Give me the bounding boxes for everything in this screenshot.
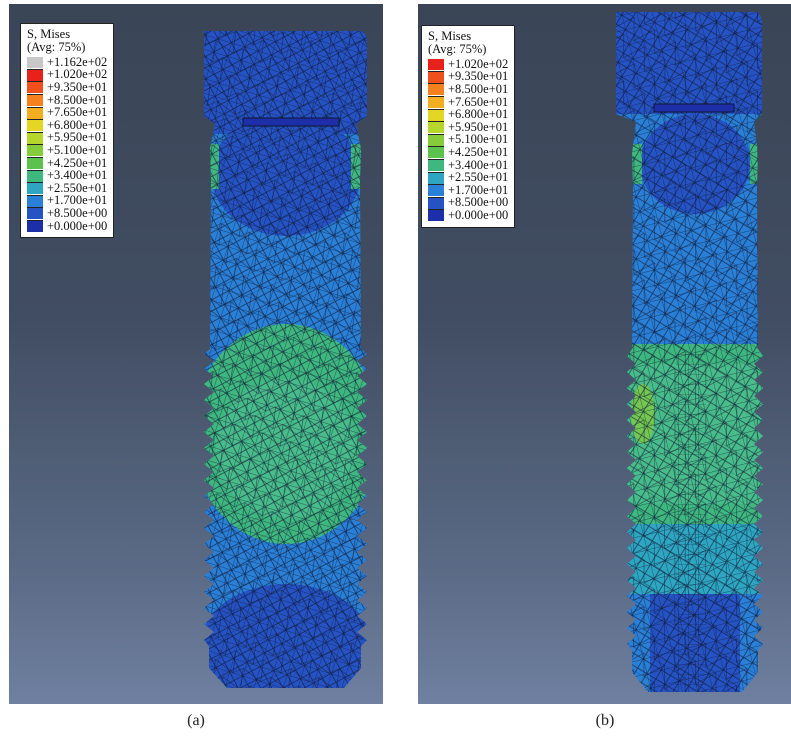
legend-value: +5.100e+01: [448, 132, 509, 147]
legend-b: S, Mises (Avg: 75%) +1.020e+02 +9.350e+01…: [421, 25, 516, 228]
legend-entry: +9.350e+01: [27, 79, 108, 94]
legend-entry: +1.700e+01: [27, 193, 108, 208]
legend-swatch: [27, 68, 43, 81]
legend-entry: +5.100e+01: [27, 142, 108, 157]
legend-rows: +1.020e+02 +9.350e+01 +8.500e+01 +7.650e+01…: [428, 56, 509, 222]
legend-swatch: [428, 83, 444, 96]
legend-swatch: [428, 133, 444, 146]
panel-a: S, Mises (Avg: 75%) +1.162e+02 +1.020e+02…: [9, 4, 383, 704]
legend-entry: +1.020e+02: [27, 67, 108, 82]
legend-entry: +2.550e+01: [428, 171, 508, 184]
legend-swatch: [27, 131, 43, 144]
legend-value: +8.500e+01: [47, 92, 108, 107]
legend-rows: +1.162e+02 +1.020e+02 +9.350e+01 +8.500e+01…: [27, 54, 108, 233]
legend-entry: +7.650e+01: [428, 94, 509, 109]
legend-value: +8.500e+00: [448, 195, 509, 210]
legend-value: +1.700e+01: [448, 182, 509, 197]
legend-swatch: [27, 119, 43, 132]
caption-b: (b): [595, 712, 615, 729]
legend-value: +0.000e+00: [448, 207, 509, 222]
screw-model-a: [204, 31, 367, 688]
legend-entry: +3.400e+01: [27, 169, 107, 182]
legend-entry: +1.700e+01: [428, 182, 509, 197]
legend-entry: +0.000e+00: [27, 218, 108, 233]
legend-swatch: [428, 146, 444, 159]
legend-swatch: [27, 194, 43, 207]
legend-value: +6.800e+01: [47, 117, 108, 132]
legend-value: +4.250e+01: [47, 155, 108, 170]
legend-entry: +8.500e+00: [428, 195, 509, 210]
legend-entry: +9.350e+01: [428, 69, 509, 84]
legend-value: +8.500e+00: [47, 205, 108, 220]
legend-value: +8.500e+01: [448, 81, 509, 96]
legend-value: +5.950e+01: [47, 130, 108, 145]
legend-swatch: [27, 106, 43, 119]
legend-value: +2.550e+01: [448, 170, 509, 185]
legend-a: S, Mises (Avg: 75%) +1.162e+02 +1.020e+02…: [20, 23, 115, 239]
legend-entry: +8.500e+00: [27, 205, 108, 220]
legend-swatch: [428, 96, 444, 109]
legend-swatch: [428, 58, 444, 70]
screw-model-b: [616, 12, 763, 692]
legend-swatch: [428, 171, 444, 184]
legend-entry: +2.550e+01: [27, 180, 108, 195]
legend-entry: +5.100e+01: [428, 132, 509, 147]
legend-value: +1.162e+02: [47, 54, 108, 69]
legend-entry: +8.500e+01: [27, 92, 108, 107]
legend-value: +3.400e+01: [448, 157, 509, 172]
legend-value: +0.000e+00: [47, 218, 108, 233]
legend-entry: +7.650e+01: [27, 106, 107, 119]
legend-swatch: [27, 182, 43, 195]
panel-b: S, Mises (Avg: 75%) +1.020e+02 +9.350e+01…: [418, 4, 791, 704]
legend-entry: +1.020e+02: [428, 56, 509, 71]
legend-value: +3.400e+01: [47, 168, 108, 183]
legend-swatch: [27, 144, 43, 157]
legend-swatch: [428, 70, 444, 83]
legend-entry: +6.800e+01: [27, 117, 108, 132]
legend-title: S, Mises: [27, 27, 71, 41]
legend-entry: +4.250e+01: [428, 144, 509, 159]
legend-value: +1.020e+02: [47, 67, 108, 82]
legend-subtitle: (Avg: 75%): [27, 40, 86, 54]
legend-entry: +5.950e+01: [428, 119, 509, 134]
legend-swatch: [27, 157, 43, 170]
legend-value: +5.950e+01: [448, 119, 509, 134]
legend-swatch: [428, 108, 444, 121]
caption-a: (a): [187, 712, 205, 729]
legend-swatch: [428, 209, 444, 222]
legend-entry: +3.400e+01: [428, 157, 509, 172]
legend-entry: +0.000e+00: [428, 207, 509, 222]
legend-swatch: [27, 94, 43, 107]
legend-subtitle: (Avg: 75%): [428, 42, 487, 56]
legend-swatch: [428, 196, 444, 209]
legend-swatch: [27, 169, 43, 182]
legend-swatch: [428, 184, 444, 197]
legend-value: +1.020e+02: [448, 56, 509, 71]
legend-value: +7.650e+01: [448, 94, 509, 109]
legend-swatch: [428, 121, 444, 134]
legend-swatch: [27, 220, 43, 233]
legend-value: +7.650e+01: [47, 105, 108, 120]
legend-value: +5.100e+01: [47, 142, 108, 157]
legend-title: S, Mises: [428, 29, 472, 43]
legend-value: +6.800e+01: [448, 107, 509, 122]
legend-value: +2.550e+01: [47, 180, 108, 195]
legend-entry: +1.162e+02: [27, 54, 108, 69]
legend-value: +9.350e+01: [448, 69, 509, 84]
legend-entry: +5.950e+01: [27, 130, 108, 145]
legend-entry: +8.500e+01: [428, 81, 509, 96]
legend-swatch: [428, 159, 444, 172]
legend-value: +4.250e+01: [448, 144, 509, 159]
legend-entry: +6.800e+01: [428, 108, 508, 121]
legend-swatch: [27, 81, 43, 94]
legend-value: +1.700e+01: [47, 193, 108, 208]
legend-entry: +4.250e+01: [27, 155, 108, 170]
legend-value: +9.350e+01: [47, 79, 108, 94]
legend-swatch: [27, 56, 43, 68]
legend-swatch: [27, 207, 43, 220]
